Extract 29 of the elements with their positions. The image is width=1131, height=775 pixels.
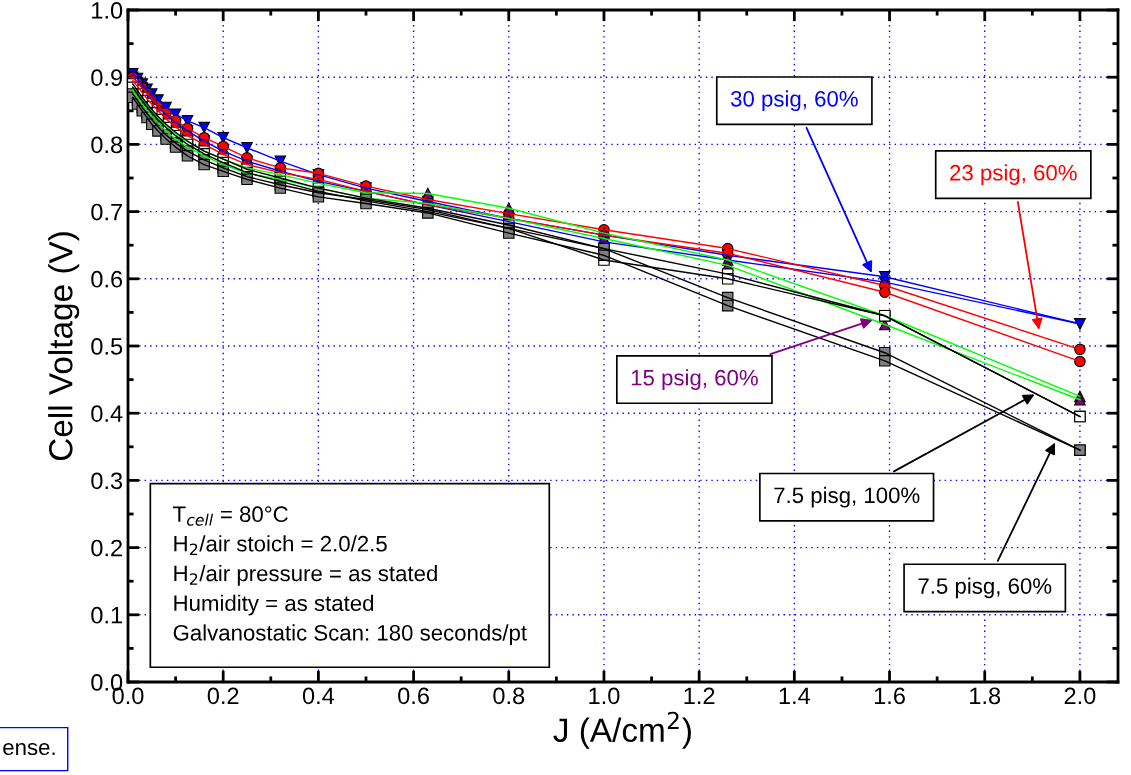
annotation: 7.5 pisg, 60% — [918, 577, 1052, 599]
text: ense. — [3, 742, 55, 756]
x-tick-label: 0.8 — [493, 687, 525, 705]
text: T$_{cell}$ = 80°C H$_{2}$/air stoich = 2.0/2.5 H$_{2}$/air pressure = as stated Humidity = as stated Galvanostatic Scan: 180 seconds/pt — [173, 506, 527, 646]
y-tick-label: 0.4 — [91, 405, 123, 422]
x-tick-label: 1.0 — [589, 687, 620, 705]
y-tick-label: 0.5 — [91, 338, 123, 355]
y-tick-label: 0.2 — [91, 539, 122, 557]
x-tick-label: 0.6 — [398, 687, 429, 705]
annotation: 23 psig, 60% — [950, 164, 1077, 185]
x-tick-label: 2.0 — [1064, 687, 1096, 705]
y-tick-label: 0.8 — [91, 136, 123, 154]
y-tick-label: 1.0 — [92, 2, 123, 19]
x-axis-title: J (A/cm$^{2}$) — [553, 711, 691, 749]
x-tick-label: 1.6 — [874, 687, 905, 705]
annotation: 15 psig, 60% — [631, 369, 758, 390]
x-tick-label: 1.2 — [684, 687, 715, 704]
annotation: 30 psig, 60% — [730, 90, 858, 112]
y-tick-label: 0.9 — [91, 69, 123, 86]
x-tick-label: 0.4 — [302, 687, 335, 705]
annotation: 7.5 pisg, 100% — [774, 486, 920, 508]
y-tick-label: 0.3 — [91, 472, 123, 490]
y-tick-label: 0.1 — [91, 606, 122, 624]
x-tick-label: 0.2 — [207, 687, 239, 705]
y-tick-label: 0.7 — [91, 203, 122, 221]
y-axis-title: Cell Voltage (V) — [48, 232, 80, 461]
x-tick-label: 1.8 — [970, 687, 1001, 705]
y-tick-label: 0.6 — [91, 270, 123, 288]
x-tick-label: 1.4 — [779, 687, 811, 704]
